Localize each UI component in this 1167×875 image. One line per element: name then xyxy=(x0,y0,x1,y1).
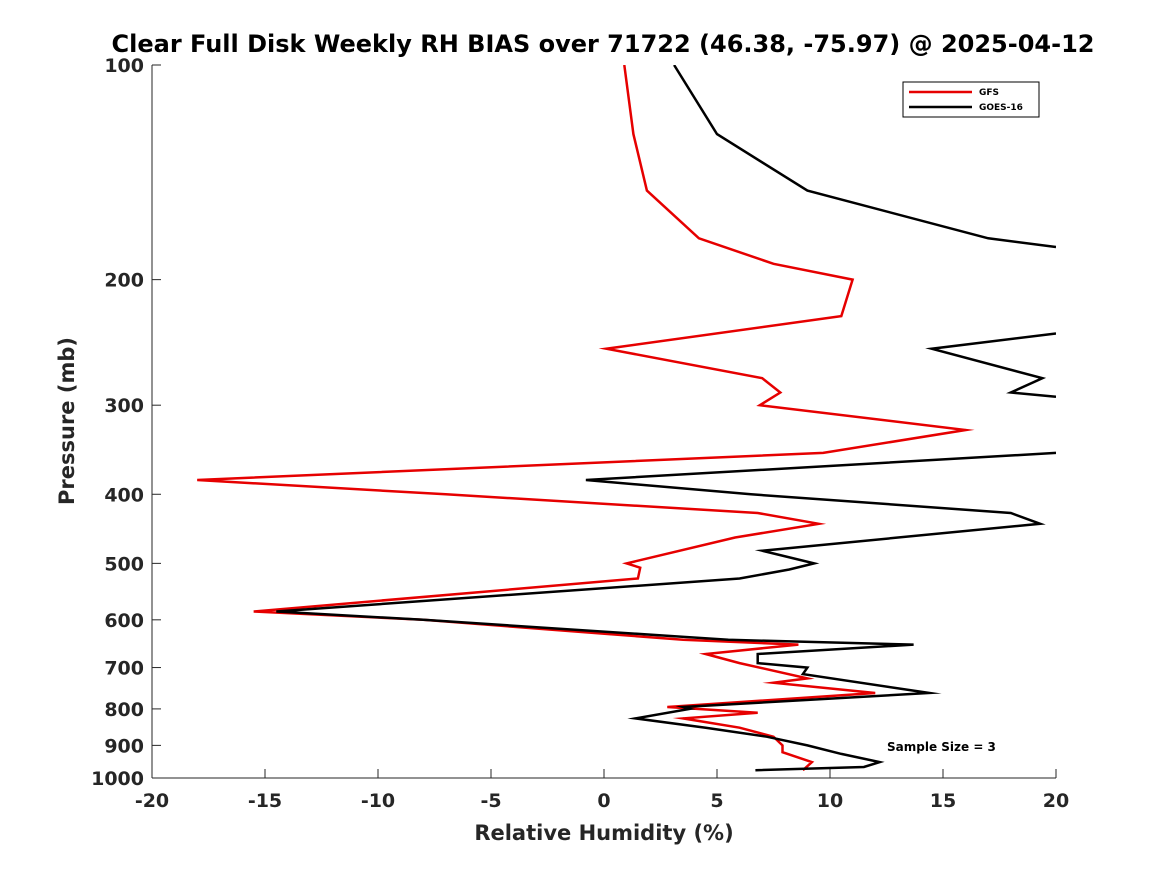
series-group xyxy=(197,65,1056,772)
y-tick-label: 700 xyxy=(104,658,144,680)
legend-label-goes16: GOES-16 xyxy=(979,103,1023,113)
x-tick-label: -5 xyxy=(480,790,501,812)
y-tick-label: 400 xyxy=(104,484,144,506)
legend-label-gfs: GFS xyxy=(979,88,999,98)
x-tick-label: -10 xyxy=(361,790,395,812)
y-tick-label: 900 xyxy=(104,735,144,757)
y-tick-label: 200 xyxy=(104,270,144,292)
x-tick-label: 0 xyxy=(597,790,610,812)
x-tick-label: 15 xyxy=(930,790,956,812)
y-tick-label: 600 xyxy=(104,610,144,632)
series-line-gfs xyxy=(197,65,975,772)
x-tick-label: 20 xyxy=(1043,790,1069,812)
y-tick-label: 300 xyxy=(104,395,144,417)
series-line-goes16 xyxy=(276,65,1056,772)
x-tick-label: -15 xyxy=(248,790,282,812)
x-axis-label: Relative Humidity (%) xyxy=(474,821,733,845)
axes: -20 -15 -10 -5 0 5 10 15 20 100 200 300 400 500 600 700… xyxy=(91,55,1069,812)
chart-title: Clear Full Disk Weekly RH BIAS over 7172… xyxy=(112,30,1095,58)
y-tick-label: 800 xyxy=(104,699,144,721)
x-tick-label: -20 xyxy=(135,790,169,812)
y-tick-label: 100 xyxy=(104,55,144,77)
legend-box xyxy=(902,81,1040,118)
x-tick-label: 5 xyxy=(710,790,723,812)
x-tick-label: 10 xyxy=(817,790,843,812)
y-axis-label: Pressure (mb) xyxy=(55,337,79,505)
y-tick-label: 500 xyxy=(104,553,144,575)
legend: GFS GOES-16 xyxy=(902,81,1040,118)
sample-size-annotation: Sample Size = 3 xyxy=(887,740,996,754)
y-tick-label: 1000 xyxy=(91,768,144,790)
